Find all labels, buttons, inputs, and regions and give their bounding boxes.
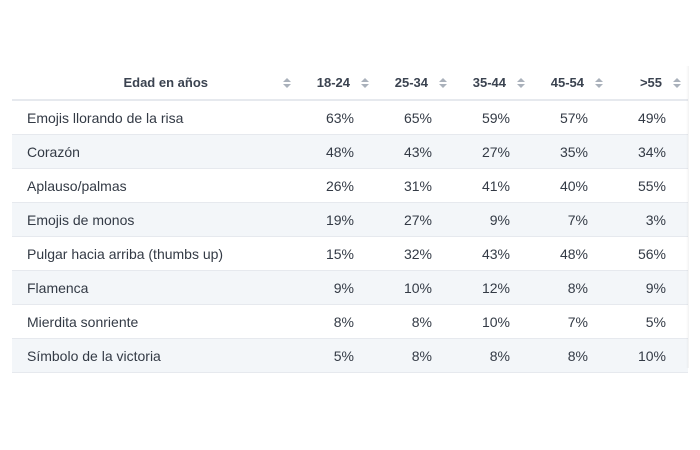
sort-arrows-icon[interactable] (672, 77, 682, 88)
table-row: Símbolo de la victoria 5% 8% 8% 8% 10% (12, 338, 688, 373)
table-cell-value: 43% (454, 236, 532, 271)
table-cell-value: 15% (298, 236, 376, 271)
column-header-label: >55 (639, 75, 662, 90)
table-cell-value: 12% (454, 270, 532, 305)
table-cell-value: 48% (298, 134, 376, 169)
column-header-label: 25-34 (394, 75, 428, 90)
table-cell-value: 8% (532, 270, 610, 305)
row-label: Mierdita sonriente (12, 304, 298, 339)
table-cell-value: 56% (610, 236, 688, 271)
table-cell-value: 8% (532, 338, 610, 373)
table-cell-value: 65% (376, 100, 454, 135)
table-cell-value: 10% (376, 270, 454, 305)
table-cell-value: 8% (376, 338, 454, 373)
table-cell-value: 40% (532, 168, 610, 203)
table-cell-value: 9% (610, 270, 688, 305)
data-table-container: Edad en años 18-24 25-34 35-44 45-54 >55 Emoj… (12, 66, 688, 373)
table-cell-value: 5% (610, 304, 688, 339)
table-cell-value: 41% (454, 168, 532, 203)
table-row: Emojis de monos 19% 27% 9% 7% 3% (12, 202, 688, 237)
column-header-label: 35-44 (472, 75, 506, 90)
row-label: Emojis de monos (12, 202, 298, 237)
row-label: Símbolo de la victoria (12, 338, 298, 373)
table-row: Mierdita sonriente 8% 8% 10% 7% 5% (12, 304, 688, 339)
table-row: Pulgar hacia arriba (thumbs up) 15% 32% 43%… (12, 236, 688, 271)
column-header-2[interactable]: 25-34 (376, 66, 454, 101)
table-cell-value: 26% (298, 168, 376, 203)
table-cell-value: 7% (532, 202, 610, 237)
table-cell-value: 63% (298, 100, 376, 135)
row-label: Corazón (12, 134, 298, 169)
sort-arrows-icon[interactable] (282, 77, 292, 88)
table-row: Flamenca 9% 10% 12% 8% 9% (12, 270, 688, 305)
sort-arrows-icon[interactable] (360, 77, 370, 88)
row-label: Flamenca (12, 270, 298, 305)
table-cell-value: 8% (454, 338, 532, 373)
table-cell-value: 10% (454, 304, 532, 339)
sort-arrows-icon[interactable] (594, 77, 604, 88)
table-cell-value: 59% (454, 100, 532, 135)
column-header-4[interactable]: 45-54 (532, 66, 610, 101)
table-cell-value: 19% (298, 202, 376, 237)
table-cell-value: 49% (610, 100, 688, 135)
table-cell-value: 9% (454, 202, 532, 237)
table-cell-value: 5% (298, 338, 376, 373)
table-cell-value: 10% (610, 338, 688, 373)
column-header-label: 45-54 (550, 75, 584, 90)
table-cell-value: 27% (376, 202, 454, 237)
table-cell-value: 8% (298, 304, 376, 339)
column-header-age[interactable]: Edad en años (12, 66, 298, 101)
row-label: Aplauso/palmas (12, 168, 298, 203)
table-cell-value: 43% (376, 134, 454, 169)
table-cell-value: 48% (532, 236, 610, 271)
table-row: Corazón 48% 43% 27% 35% 34% (12, 134, 688, 169)
table-body: Emojis llorando de la risa 63% 65% 59% 57% 49… (12, 100, 688, 373)
table-row: Emojis llorando de la risa 63% 65% 59% 57% 49… (12, 100, 688, 135)
table-cell-value: 7% (532, 304, 610, 339)
table-cell-value: 32% (376, 236, 454, 271)
table-cell-value: 27% (454, 134, 532, 169)
column-header-3[interactable]: 35-44 (454, 66, 532, 101)
table-cell-value: 57% (532, 100, 610, 135)
table-cell-value: 31% (376, 168, 454, 203)
table-cell-value: 9% (298, 270, 376, 305)
table-cell-value: 55% (610, 168, 688, 203)
column-header-5[interactable]: >55 (610, 66, 688, 101)
header-row: Edad en años 18-24 25-34 35-44 45-54 >55 (12, 66, 688, 101)
table-header: Edad en años 18-24 25-34 35-44 45-54 >55 (12, 66, 688, 101)
table-cell-value: 3% (610, 202, 688, 237)
table-cell-value: 35% (532, 134, 610, 169)
sort-arrows-icon[interactable] (438, 77, 448, 88)
table-cell-value: 34% (610, 134, 688, 169)
table-row: Aplauso/palmas 26% 31% 41% 40% 55% (12, 168, 688, 203)
row-label: Emojis llorando de la risa (12, 100, 298, 135)
column-header-1[interactable]: 18-24 (298, 66, 376, 101)
column-header-label: 18-24 (316, 75, 350, 90)
row-label: Pulgar hacia arriba (thumbs up) (12, 236, 298, 271)
emoji-age-table: Edad en años 18-24 25-34 35-44 45-54 >55 Emoj… (12, 66, 688, 373)
table-cell-value: 8% (376, 304, 454, 339)
horizontal-scroll-shadow (686, 66, 689, 368)
sort-arrows-icon[interactable] (516, 77, 526, 88)
column-header-label: Edad en años (123, 75, 208, 90)
